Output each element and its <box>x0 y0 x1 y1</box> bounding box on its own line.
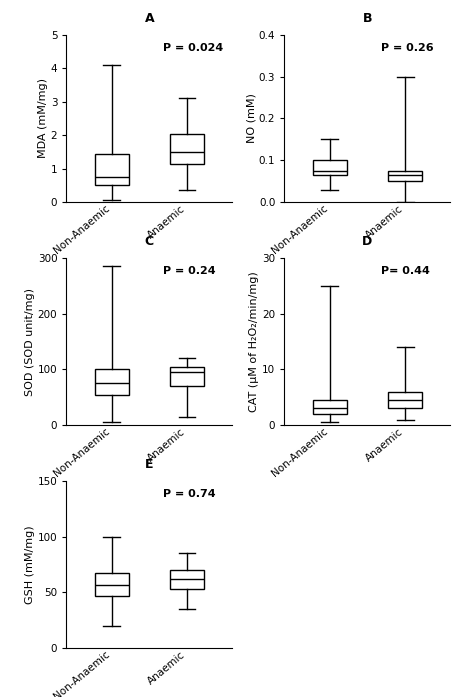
Text: P= 0.44: P= 0.44 <box>381 266 429 276</box>
Y-axis label: MDA (mM/mg): MDA (mM/mg) <box>38 79 48 158</box>
PathPatch shape <box>170 367 204 386</box>
Text: C: C <box>145 235 154 248</box>
PathPatch shape <box>95 153 128 185</box>
Text: P = 0.26: P = 0.26 <box>381 43 433 53</box>
PathPatch shape <box>388 392 422 408</box>
Text: D: D <box>362 235 373 248</box>
PathPatch shape <box>388 171 422 181</box>
Text: P = 0.74: P = 0.74 <box>163 489 215 499</box>
PathPatch shape <box>170 570 204 589</box>
PathPatch shape <box>95 574 128 596</box>
Y-axis label: SOD (SOD unit/mg): SOD (SOD unit/mg) <box>25 288 35 395</box>
Text: E: E <box>145 458 154 471</box>
PathPatch shape <box>313 400 346 414</box>
PathPatch shape <box>170 134 204 164</box>
Text: P = 0.24: P = 0.24 <box>163 266 215 276</box>
PathPatch shape <box>313 160 346 175</box>
Text: A: A <box>145 12 154 25</box>
PathPatch shape <box>95 369 128 395</box>
Text: B: B <box>363 12 372 25</box>
Y-axis label: CAT (µM of H₂O₂/min/mg): CAT (µM of H₂O₂/min/mg) <box>249 271 259 412</box>
Y-axis label: GSH (mM/mg): GSH (mM/mg) <box>25 526 35 604</box>
Text: P = 0.024: P = 0.024 <box>163 43 223 53</box>
Y-axis label: NO (mM): NO (mM) <box>246 93 256 144</box>
